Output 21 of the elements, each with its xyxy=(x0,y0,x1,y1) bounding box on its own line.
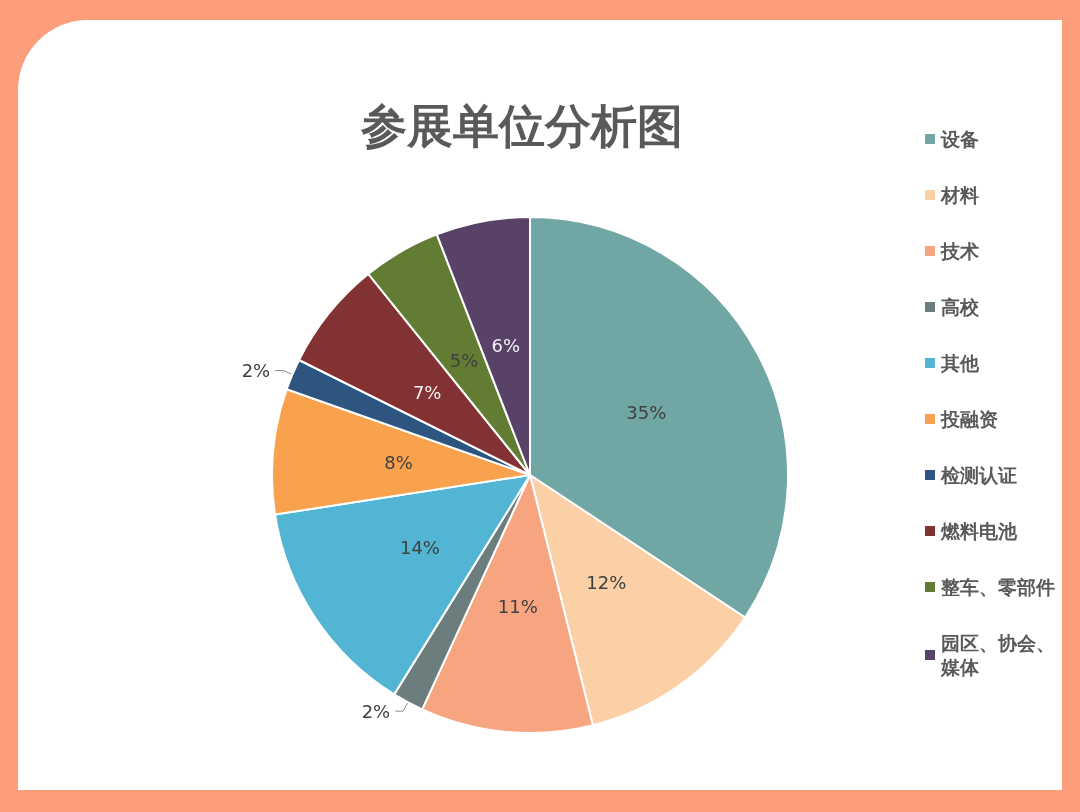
data-label: 2% xyxy=(361,700,391,722)
data-label: 11% xyxy=(497,595,538,617)
data-label: 6% xyxy=(491,334,521,356)
legend-label: 整车、零部件 xyxy=(940,576,1055,598)
legend-label: 材料 xyxy=(940,184,979,206)
data-label: 12% xyxy=(586,572,627,594)
data-label: 2% xyxy=(241,360,271,382)
data-label: 14% xyxy=(399,537,440,559)
legend-label: 燃料电池 xyxy=(940,520,1018,542)
legend-label: 设备 xyxy=(940,128,979,150)
legend-label: 技术 xyxy=(940,240,979,262)
data-label: 8% xyxy=(384,452,413,474)
legend-label: 园区、协会、媒体 xyxy=(940,632,1055,678)
legend-label: 高校 xyxy=(941,296,980,318)
data-label: 35% xyxy=(626,402,667,424)
data-label: 5% xyxy=(449,350,479,372)
chart-title: 参展单位分析图 xyxy=(360,99,683,153)
legend-label: 检测认证 xyxy=(940,464,1017,486)
legend-label: 其他 xyxy=(940,352,980,374)
data-label: 7% xyxy=(412,381,442,403)
legend-label: 投融资 xyxy=(940,408,998,430)
